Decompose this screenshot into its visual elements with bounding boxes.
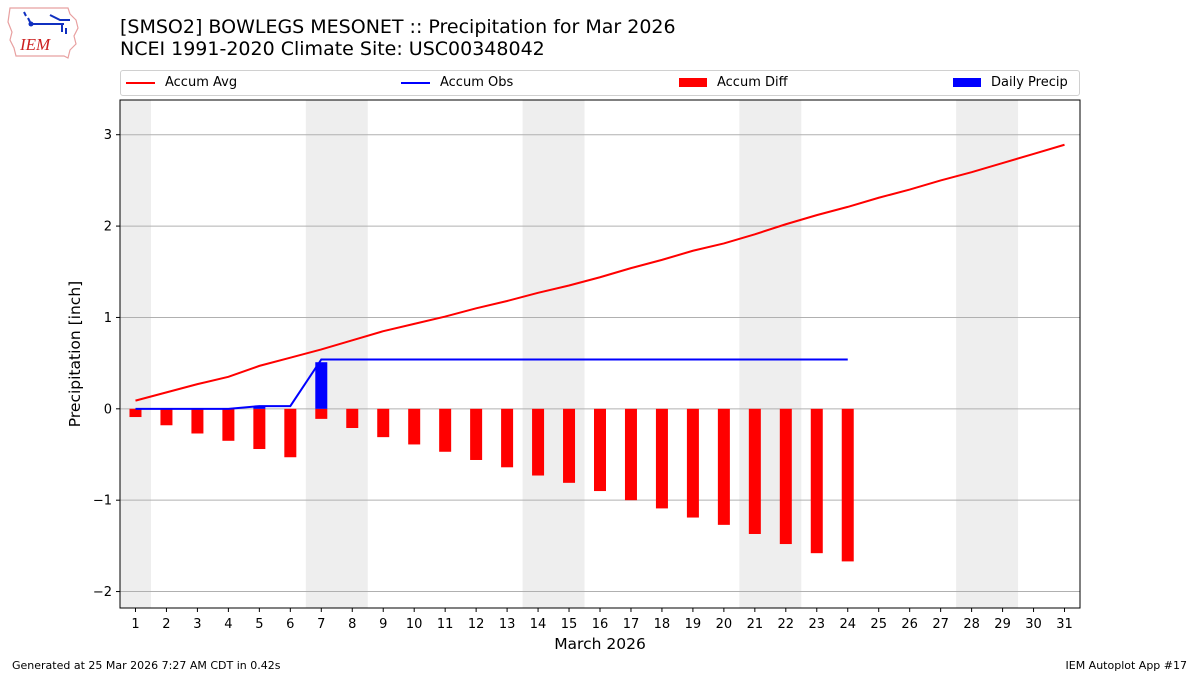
x-tick-label: 30	[1025, 617, 1042, 632]
accum-diff-bar	[222, 408, 235, 441]
daily-precip-bar	[315, 362, 328, 409]
x-tick-label: 9	[379, 617, 387, 632]
x-tick-label: 3	[193, 617, 201, 632]
y-tick-label: −1	[93, 494, 112, 509]
x-tick-label: 15	[561, 617, 578, 632]
x-axis-label: March 2026	[554, 635, 646, 653]
x-tick-label: 13	[499, 617, 516, 632]
accum-diff-bar	[748, 408, 761, 534]
accum-diff-bar	[563, 408, 576, 483]
x-tick-label: 29	[994, 617, 1011, 632]
legend-accum-avg: Accum Avg	[126, 75, 237, 90]
accum-diff-bar	[439, 408, 452, 452]
x-tick-label: 25	[870, 617, 887, 632]
accum-obs-line	[135, 358, 848, 410]
legend-label: Accum Obs	[440, 75, 514, 90]
accum-diff-bar	[191, 408, 204, 434]
x-tick-label: 4	[224, 617, 232, 632]
x-tick-label: 26	[901, 617, 918, 632]
x-tick-label: 27	[932, 617, 949, 632]
daily-precip-bar	[253, 406, 266, 409]
x-tick-label: 11	[437, 617, 454, 632]
x-tick-label: 28	[963, 617, 980, 632]
weekend-band	[739, 100, 802, 608]
x-tick-label: 24	[839, 617, 856, 632]
x-tick-label: 19	[685, 617, 702, 632]
accum-diff-bar	[253, 408, 266, 450]
x-tick-label: 5	[255, 617, 263, 632]
accum-diff-bar	[594, 408, 606, 492]
accum-diff-bar	[779, 408, 792, 545]
x-tick-label: 8	[348, 617, 356, 632]
accum-diff-bar	[315, 408, 328, 419]
y-tick-label: 0	[104, 402, 112, 417]
accum-diff-bar	[346, 408, 359, 429]
accum-diff-bar	[841, 408, 854, 562]
accum-avg-line	[135, 143, 1065, 402]
x-tick-label: 14	[530, 617, 547, 632]
svg-text:IEM: IEM	[19, 35, 51, 54]
accum-diff-bar	[129, 408, 142, 418]
accum-diff-bar	[501, 408, 514, 468]
y-axis-label: Precipitation [inch]	[66, 281, 84, 427]
weekend-band	[120, 100, 151, 608]
accum-diff-bar	[377, 408, 390, 438]
x-tick-label: 1	[131, 617, 139, 632]
x-tick-label: 20	[716, 617, 733, 632]
accum-diff-bar	[624, 408, 637, 501]
accum-diff-bar	[160, 408, 173, 426]
chart-title: [SMSO2] BOWLEGS MESONET :: Precipitation…	[120, 16, 676, 60]
x-tick-label: 17	[623, 617, 640, 632]
x-tick-label: 12	[468, 617, 485, 632]
x-tick-label: 7	[317, 617, 325, 632]
y-tick-label: 3	[104, 128, 112, 143]
legend-label: Accum Diff	[717, 75, 788, 90]
x-tick-label: 18	[654, 617, 671, 632]
app-credit: IEM Autoplot App #17	[1065, 659, 1188, 672]
x-tick-label: 2	[162, 617, 170, 632]
y-tick-label: 1	[104, 311, 112, 326]
accum-diff-bar	[655, 408, 668, 509]
x-tick-label: 16	[592, 617, 609, 632]
y-tick-label: 2	[104, 220, 112, 235]
axes-frame	[119, 99, 1081, 609]
y-tick-label: −2	[93, 585, 112, 600]
legend-label: Accum Avg	[165, 75, 238, 90]
weekend-band	[305, 100, 368, 608]
accum-diff-bar	[284, 408, 297, 458]
iem-logo: IEM	[6, 4, 82, 60]
legend-swatch	[953, 78, 981, 87]
accum-diff-bar	[408, 408, 421, 445]
accum-diff-bar	[532, 408, 545, 476]
x-tick-label: 22	[778, 617, 795, 632]
legend-daily-precip: Daily Precip	[953, 75, 1068, 90]
title-line-1: [SMSO2] BOWLEGS MESONET :: Precipitation…	[120, 16, 676, 38]
generated-timestamp: Generated at 25 Mar 2026 7:27 AM CDT in …	[12, 659, 281, 672]
weekend-band	[956, 100, 1019, 608]
accum-diff-bar	[810, 408, 823, 554]
legend-swatch	[679, 78, 707, 87]
legend-accum-obs: Accum Obs	[401, 75, 513, 90]
accum-diff-bar	[717, 408, 730, 525]
x-tick-label: 6	[286, 617, 294, 632]
legend-accum-diff: Accum Diff	[679, 75, 788, 90]
legend-label: Daily Precip	[991, 75, 1068, 90]
title-line-2: NCEI 1991-2020 Climate Site: USC00348042	[120, 38, 545, 60]
x-tick-label: 23	[809, 617, 826, 632]
legend: Accum Avg Accum Obs Accum Diff Daily Pre…	[120, 70, 1080, 96]
legend-swatch	[401, 81, 430, 84]
x-tick-label: 31	[1056, 617, 1073, 632]
x-tick-label: 10	[406, 617, 423, 632]
accum-diff-bar	[686, 408, 699, 518]
x-tick-label: 21	[747, 617, 764, 632]
weekend-band	[522, 100, 585, 608]
accum-diff-bar	[470, 408, 483, 460]
legend-swatch	[126, 81, 155, 84]
